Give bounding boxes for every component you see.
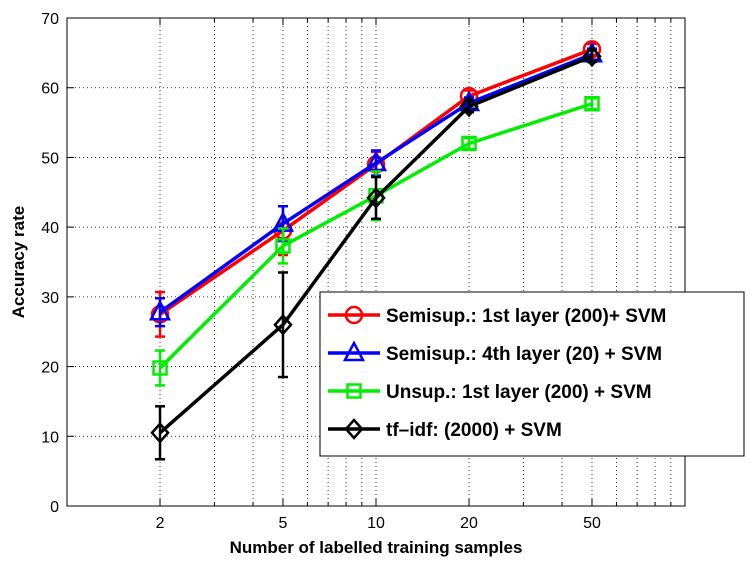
legend: Semisup.: 1st layer (200)+ SVM Semisup.: … [319,291,745,457]
axis-ticks [67,17,685,507]
legend-label: Semisup.: 4th layer (20) + SVM [386,344,662,365]
y-tick-label: 40 [41,220,59,237]
legend-marker [342,340,366,362]
y-axis-label: Accuracy rate [9,206,28,318]
tick-labels: 0 10 20 30 40 50 60 70 2 5 10 20 50 [41,11,601,532]
data-point [150,421,170,444]
data-point [366,186,386,209]
y-tick-label: 0 [50,499,59,516]
y-tick-label: 60 [41,81,59,98]
x-tick-label: 50 [583,515,601,532]
y-tick-label: 30 [41,290,59,307]
data-point [273,313,293,336]
data-point [275,238,291,254]
legend-label: Unsup.: 1st layer (200) + SVM [386,382,652,403]
y-tick-label: 10 [41,429,59,446]
data-point [148,299,172,321]
x-tick-label: 2 [156,515,165,532]
legend-label: Semisup.: 1st layer (200)+ SVM [386,306,666,327]
series-line [158,54,593,435]
legend-marker [346,383,362,399]
legend-label: tf–idf: (2000) + SVM [386,420,562,441]
data-point [584,95,600,112]
x-axis-label: Number of labelled training samples [230,538,523,557]
legend-marker [344,418,364,440]
legend-marker [344,305,364,325]
data-series [148,40,604,461]
plot-frame [66,17,686,507]
data-point [459,95,479,118]
y-tick-label: 70 [41,11,59,28]
legend-box [319,291,745,457]
x-tick-label: 5 [279,515,288,532]
series-line [158,52,593,314]
x-tick-label: 20 [460,515,478,532]
series-4 [150,45,602,461]
x-tick-label: 10 [367,515,385,532]
y-tick-label: 50 [41,150,59,167]
data-point [364,150,388,172]
data-point [582,45,602,68]
data-point [461,135,477,152]
data-point [152,360,168,376]
y-tick-label: 20 [41,360,59,377]
